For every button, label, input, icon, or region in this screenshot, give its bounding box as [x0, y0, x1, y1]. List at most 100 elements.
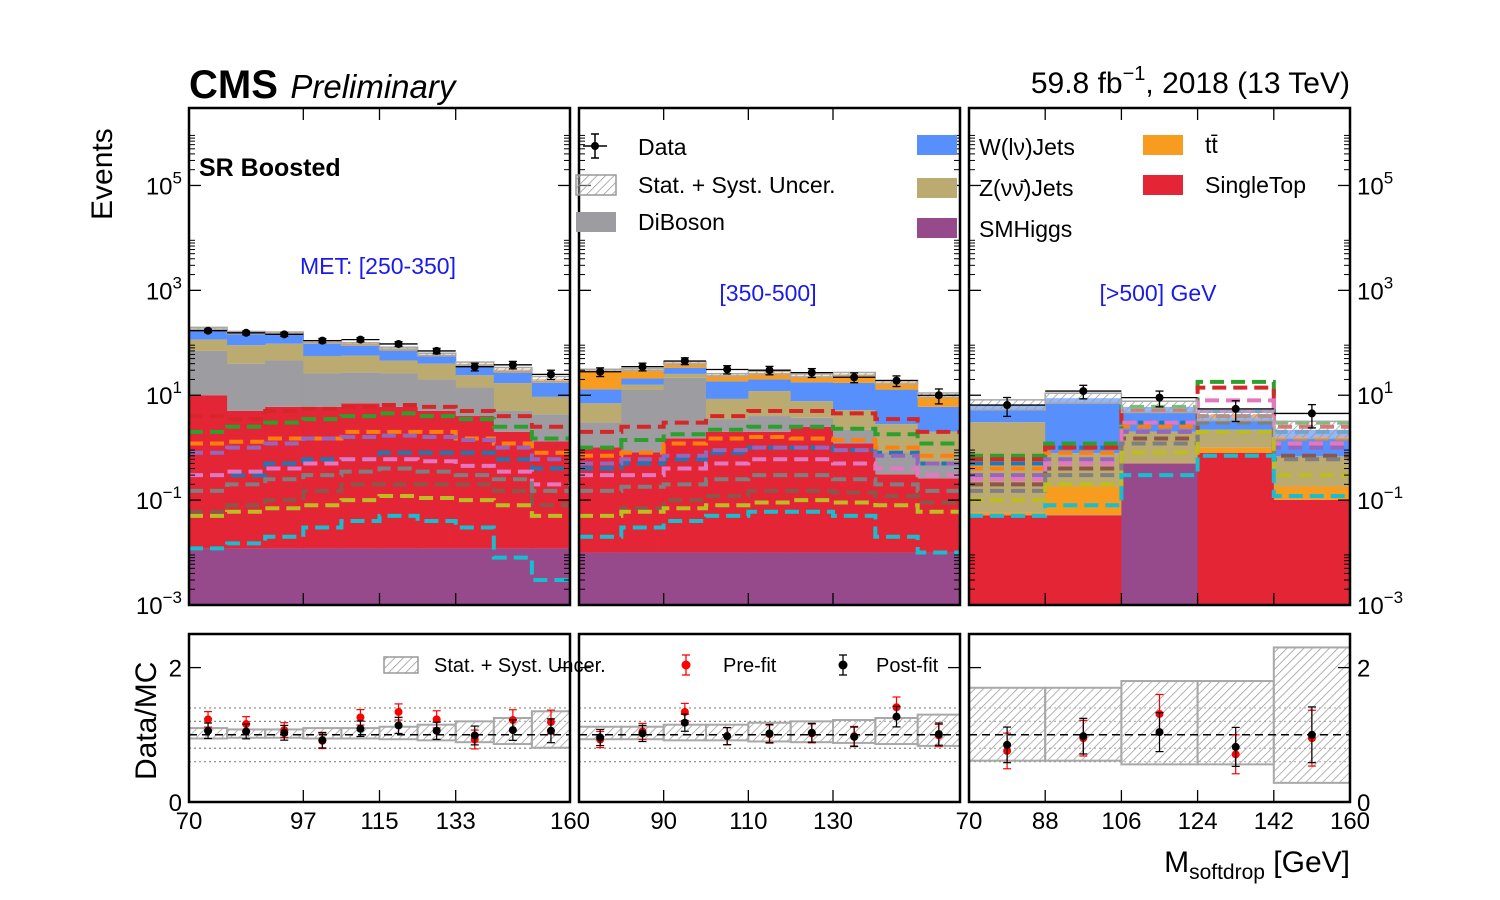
bar-diboson-bin2	[265, 360, 304, 407]
ratio-ticks	[968, 666, 1351, 803]
xtick-label-p1-1: 110	[729, 808, 767, 835]
legend-item-diboson: DiBoson	[576, 209, 725, 235]
signal-line-3	[579, 409, 960, 434]
postfit-point-bin8	[934, 722, 943, 746]
bar-singletop-bin4	[1273, 499, 1350, 605]
bar-diboson-bin0	[579, 422, 622, 448]
bar-wjets-bin0	[189, 330, 228, 340]
bar-ttbar-bin0	[579, 370, 622, 390]
bar-smhiggs-bin5	[790, 552, 834, 605]
signal-line-0	[579, 445, 960, 471]
signal-line-5	[189, 482, 570, 514]
right-ytick-label-0: 10−3	[1357, 588, 1403, 620]
bar-smhiggs-bin1	[621, 552, 665, 605]
data-point-bin3	[303, 336, 342, 345]
postfit-point-bin3	[318, 731, 327, 749]
data-point-bin1	[621, 362, 664, 372]
xtick-label-p2-5: 160	[1330, 808, 1370, 835]
ratio-plot-area	[189, 703, 570, 763]
postfit-point-bin6	[432, 721, 441, 740]
bar-ttbar-bin3	[706, 374, 749, 382]
prefit-point-bin5	[394, 703, 403, 721]
bar-wjets-bin6	[417, 356, 457, 364]
xtick-label-p0-0: 70	[176, 808, 203, 835]
bar-diboson-bin0	[189, 350, 228, 396]
bar-wjets-bin8	[493, 372, 533, 384]
data-point-bin2	[1121, 390, 1198, 408]
signal-line-9	[189, 513, 570, 582]
panel-frame	[577, 106, 962, 607]
signal-line-8	[579, 498, 960, 518]
bar-zjets-bin0	[579, 403, 622, 423]
bar-ttbar-bin1	[1045, 486, 1122, 516]
signal-line-5	[579, 488, 960, 518]
bar-smhiggs-bin4	[748, 552, 792, 605]
legend-item-uncertainty: Stat. + Syst. Uncer.	[575, 172, 836, 198]
signal-line-9	[579, 509, 960, 555]
bar-zjets-bin7	[455, 375, 495, 388]
bar-smhiggs-bin0	[579, 552, 622, 605]
postfit-point-bin4	[765, 723, 774, 744]
data-point-bin2	[663, 356, 706, 366]
postfit-point-bin4	[1307, 706, 1316, 764]
ratio-legend-label-postfit: Post-fit	[876, 655, 939, 677]
bar-smhiggs-bin6	[417, 548, 457, 605]
legend-label-data: Data	[638, 134, 687, 160]
legend-label-singletop: SingleTop	[1205, 172, 1306, 198]
ratio-left-ytick-label-1: 2	[169, 656, 182, 683]
bar-zjets-bin3	[303, 355, 342, 374]
legend-label-diboson: DiBoson	[638, 209, 725, 235]
plot-area	[189, 326, 570, 605]
bar-smhiggs-bin8	[493, 548, 533, 605]
right-ytick-label-3: 103	[1357, 273, 1393, 305]
xtick-label-p0-3: 133	[436, 808, 476, 835]
main-panel-met-500	[967, 106, 1352, 625]
bar-smhiggs-bin0	[189, 548, 228, 605]
bar-wjets-bin3	[303, 343, 342, 356]
postfit-point-bin4	[356, 720, 365, 738]
signal-line-6	[579, 457, 960, 478]
bar-zjets-bin6	[833, 410, 876, 430]
xtick-label-p1-2: 130	[813, 808, 853, 835]
bar-zjets-bin3	[706, 398, 749, 420]
ratio-legend-postfit: Post-fit	[838, 654, 939, 677]
bar-smhiggs-bin3	[706, 552, 749, 605]
signal-line-7	[189, 466, 570, 493]
legend-label-zjets: Z(νν̄)Jets	[979, 175, 1074, 201]
legend-label-smhiggs: SMHiggs	[979, 216, 1072, 242]
ratio-plot-area	[969, 646, 1350, 784]
bar-zjets-bin1	[227, 345, 266, 364]
bar-ttbar-bin3	[1197, 447, 1275, 453]
bar-zjets-bin9	[531, 396, 570, 415]
bar-smhiggs-bin3	[1198, 605, 1275, 625]
signal-line-1	[189, 429, 570, 455]
bar-singletop-bin1	[621, 452, 665, 553]
y-axis-label: Events	[86, 128, 119, 220]
ratio-panel-met-500	[967, 632, 1352, 804]
bar-wjets-bin5	[790, 382, 834, 402]
bar-smhiggs-bin9	[531, 548, 570, 605]
data-point-bin2	[265, 330, 304, 339]
bar-singletop-bin7	[875, 474, 919, 553]
bar-wjets-bin2	[265, 334, 304, 344]
legend-item-ttbar: tt̄	[1143, 132, 1218, 158]
bar-diboson-bin7	[875, 452, 919, 475]
postfit-point-bin7	[892, 705, 901, 728]
main-ticks	[188, 108, 571, 606]
bar-diboson-bin4	[341, 372, 381, 404]
xtick-label-p2-4: 142	[1254, 808, 1294, 835]
bar-ttbar-bin4	[748, 372, 792, 380]
prefit-point-bin0	[204, 711, 213, 728]
data-point-bin1	[227, 328, 266, 337]
legend-item-wjets: W(lν)Jets	[917, 134, 1075, 160]
bar-smhiggs-bin2	[1121, 463, 1199, 605]
main-legend: Data Stat. + Syst. Uncer. DiBoson W(lν)J…	[575, 132, 1306, 242]
bar-smhiggs-bin3	[303, 548, 342, 605]
bar-singletop-bin1	[1045, 515, 1122, 605]
main-ticks	[579, 108, 960, 606]
bar-singletop-bin0	[189, 395, 228, 549]
legend-item-data: Data	[583, 133, 687, 160]
bar-wjets-bin4	[341, 345, 381, 356]
legend-label-ttbar: tt̄	[1205, 132, 1218, 158]
